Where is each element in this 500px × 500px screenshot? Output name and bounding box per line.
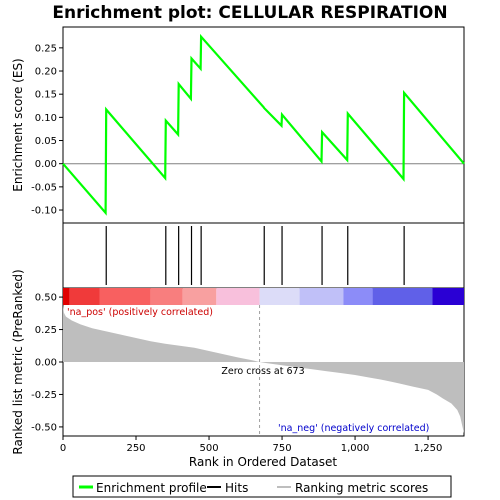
pos-label: 'na_pos' (positively correlated) [67,307,213,318]
color-bar-segment [63,288,70,305]
chart-title: Enrichment plot: CELLULAR RESPIRATION [52,3,447,23]
es-y-label: Enrichment score (ES) [11,58,25,191]
color-bar-segment [259,288,300,305]
es-y-tick-label: -0.10 [31,206,57,217]
enrichment-profile-line [62,33,465,216]
x-axis-label: Rank in Ordered Dataset [189,455,337,469]
legend-item-ranking: Ranking metric scores [295,481,428,495]
es-y-tick-label: 0.00 [35,159,57,170]
x-tick-label: 750 [272,443,291,454]
es-y-tick-label: 0.10 [35,113,57,124]
legend-item-hits: Hits [225,481,248,495]
x-tick-label: 250 [126,443,145,454]
es-y-tick-label: 0.05 [35,136,57,147]
x-tick-label: 1,000 [341,443,370,454]
color-bar-segment [343,288,373,305]
x-tick-label: 1,250 [414,443,443,454]
neg-label: 'na_neg' (negatively correlated) [278,423,429,434]
color-bar-segment [99,288,151,305]
es-y-tick-label: -0.05 [31,182,57,193]
es-y-tick-label: 0.20 [35,67,57,78]
color-bar-segment [216,288,260,305]
ranking-x-axis: 0 250 500 750 1,000 1,250 [60,436,443,454]
ranking-metric-area [63,304,464,434]
rank-color-bar [63,288,464,305]
es-y-axis: -0.10 -0.05 0.00 0.05 0.10 0.15 0.20 0.25 [31,43,63,217]
ranking-y-tick-label: 0.50 [35,293,57,304]
ranking-y-tick-label: -0.25 [31,390,57,401]
ranking-y-tick-label: 0.00 [35,358,57,369]
ranking-y-tick-label: -0.50 [31,422,57,433]
legend-item-enrichment: Enrichment profile [96,481,207,495]
color-bar-segment [182,288,217,305]
color-bar-segment [299,288,344,305]
color-bar-segment [432,288,464,305]
es-y-tick-label: 0.15 [35,90,57,101]
zero-cross-label: Zero cross at 673 [221,366,304,377]
legend: Enrichment profile Hits Ranking metric s… [72,475,452,498]
ranking-metric-fill [63,304,464,434]
color-bar-segment [150,288,183,305]
ranking-y-label: Ranked list metric (PreRanked) [11,269,25,454]
x-tick-label: 0 [60,443,66,454]
ranking-y-tick-label: 0.25 [35,325,57,336]
color-bar-segment [372,288,433,305]
enrichment-profile [62,33,465,216]
hit-markers [105,226,405,285]
x-tick-label: 500 [199,443,218,454]
legend-frame [72,475,452,498]
color-bar-segment [69,288,100,305]
es-y-tick-label: 0.25 [35,43,57,54]
ranking-y-axis: -0.50 -0.25 0.00 0.25 0.50 [31,293,63,433]
